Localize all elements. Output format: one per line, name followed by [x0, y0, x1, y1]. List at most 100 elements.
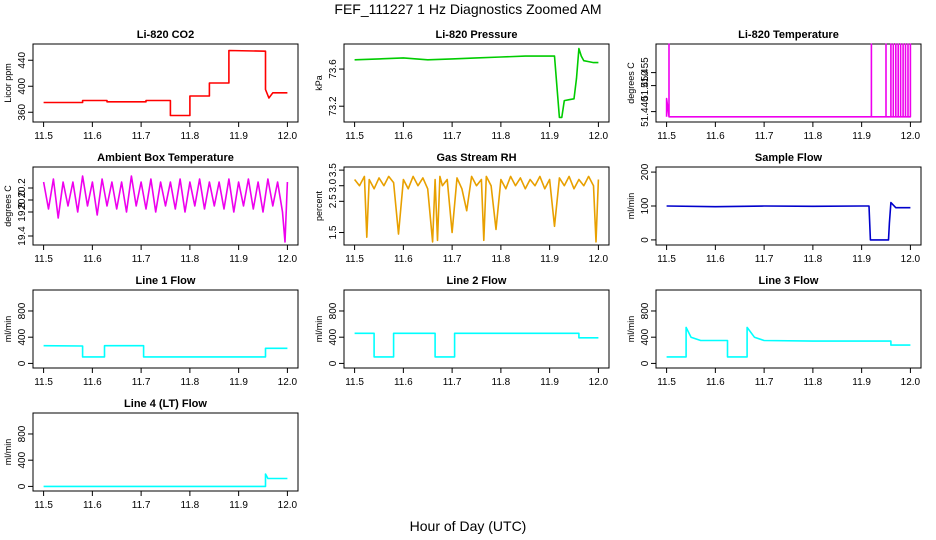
y-tick-label: 400 [328, 328, 339, 345]
panel-title: Ambient Box Temperature [97, 152, 234, 164]
y-tick-label: 400 [17, 328, 28, 345]
y-axis-label: ml/min [3, 439, 13, 466]
panel-8: Line 2 Flow 11.5 11.6 11.7 11.8 11.9 12.0 0 400 8… [314, 275, 610, 388]
y-tick-label: 440 [17, 51, 28, 68]
x-tick-label: 11.5 [345, 131, 364, 142]
y-tick-label: 800 [17, 425, 28, 442]
y-axis-label: degrees C [626, 62, 636, 104]
x-tick-label: 12.0 [901, 131, 921, 142]
y-tick-label: 20.0 [17, 190, 28, 210]
x-tick-label: 11.7 [132, 377, 151, 388]
x-tick-label: 11.6 [394, 254, 413, 265]
x-tick-label: 11.7 [755, 131, 774, 142]
y-tick-label: 51.450 [640, 70, 651, 101]
y-tick-label: 400 [17, 77, 28, 94]
y-tick-label: 360 [17, 103, 28, 120]
series-line [666, 326, 911, 358]
y-tick-label: 0 [640, 237, 651, 243]
y-tick-label: 3.0 [328, 178, 339, 192]
x-tick-label: 11.5 [34, 131, 53, 142]
x-tick-label: 11.9 [540, 377, 559, 388]
y-axis-label: Licor ppm [3, 63, 13, 103]
y-axis-label: kPa [314, 75, 324, 91]
x-tick-label: 12.0 [589, 254, 609, 265]
y-axis-label: ml/min [626, 316, 636, 343]
y-tick-label: 19.8 [17, 202, 28, 222]
y-axis-label: percent [314, 190, 324, 221]
y-tick-label: 0 [17, 360, 28, 366]
panel-title: Line 2 Flow [447, 275, 507, 287]
y-axis-label: ml/min [314, 316, 324, 343]
plot-frame [343, 166, 610, 246]
x-tick-label: 11.8 [492, 254, 511, 265]
x-tick-label: 11.5 [657, 377, 676, 388]
panel-title: Li-820 CO2 [137, 29, 194, 41]
y-tick-label: 100 [640, 197, 651, 214]
x-tick-label: 11.9 [540, 254, 559, 265]
x-tick-label: 12.0 [278, 131, 298, 142]
plot-frame [655, 289, 922, 369]
y-tick-label: 0 [640, 360, 651, 366]
plot-frame [32, 166, 299, 246]
y-tick-label: 51.455 [640, 57, 651, 88]
x-tick-label: 11.9 [852, 254, 871, 265]
y-axis-label: ml/min [3, 316, 13, 343]
series-line [354, 47, 599, 119]
series-line [666, 201, 911, 241]
panel-4: Ambient Box Temperature 11.5 11.6 11.7 11.8 1… [3, 152, 299, 265]
x-tick-label: 11.7 [755, 377, 774, 388]
x-tick-label: 11.6 [706, 131, 725, 142]
panel-title: Line 1 Flow [136, 275, 196, 287]
series-line [42, 175, 289, 243]
x-tick-label: 11.7 [132, 500, 151, 511]
y-tick-label: 800 [640, 302, 651, 319]
panel-title: Gas Stream RH [436, 152, 516, 164]
x-tick-label: 11.5 [345, 377, 364, 388]
x-tick-label: 11.6 [83, 377, 102, 388]
panel-5: Gas Stream RH 11.5 11.6 11.7 11.8 11.9 12.0 1.5… [314, 152, 610, 265]
x-tick-label: 11.7 [443, 131, 462, 142]
x-tick-label: 12.0 [278, 500, 298, 511]
x-tick-label: 11.7 [132, 254, 151, 265]
panel-title: Line 4 (LT) Flow [124, 398, 207, 410]
series-line [43, 344, 288, 358]
x-tick-label: 11.5 [34, 377, 53, 388]
x-tick-label: 11.8 [181, 131, 200, 142]
y-axis-label: ml/min [626, 193, 636, 220]
x-tick-label: 11.8 [492, 377, 511, 388]
panel-2: Li-820 Pressure 11.5 11.6 11.7 11.8 11.9 12.0 7… [314, 29, 610, 142]
y-tick-label: 51.440 [640, 96, 651, 127]
figure-title: FEF_111227 1 Hz Diagnostics Zoomed AM [334, 1, 601, 17]
panel-title: Li-820 Temperature [738, 29, 839, 41]
y-tick-label: 0 [17, 483, 28, 489]
y-tick-label: 400 [17, 451, 28, 468]
x-tick-label: 11.6 [83, 254, 102, 265]
panel-title: Li-820 Pressure [436, 29, 518, 41]
x-tick-label: 11.5 [657, 131, 676, 142]
x-tick-label: 11.9 [540, 131, 559, 142]
y-tick-label: 200 [640, 163, 651, 180]
y-tick-label: 0 [328, 360, 339, 366]
y-tick-label: 20.2 [17, 178, 28, 198]
panel-1: Li-820 CO2 11.5 11.6 11.7 11.8 11.9 12.0 360 400… [3, 29, 299, 142]
series-line [43, 473, 288, 488]
x-tick-label: 11.8 [181, 500, 200, 511]
y-tick-label: 19.4 [17, 226, 28, 246]
x-tick-label: 11.6 [706, 377, 725, 388]
panel-3: Li-820 Temperature 11.5 11.6 11.7 11.8 11.9 12… [626, 29, 922, 142]
panel-title: Line 3 Flow [759, 275, 819, 287]
x-tick-label: 11.6 [706, 254, 725, 265]
x-tick-label: 11.9 [852, 131, 871, 142]
y-tick-label: 400 [640, 328, 651, 345]
x-tick-label: 12.0 [589, 131, 609, 142]
x-tick-label: 11.6 [394, 377, 413, 388]
x-tick-label: 11.8 [804, 254, 823, 265]
x-tick-label: 11.6 [394, 131, 413, 142]
y-axis-label: degrees C [3, 185, 13, 227]
x-tick-label: 11.7 [132, 131, 151, 142]
x-tick-label: 11.9 [229, 500, 248, 511]
x-tick-label: 11.8 [181, 377, 200, 388]
chart-panels: Li-820 CO2 11.5 11.6 11.7 11.8 11.9 12.0 360 400… [3, 29, 922, 511]
x-tick-label: 12.0 [589, 377, 609, 388]
